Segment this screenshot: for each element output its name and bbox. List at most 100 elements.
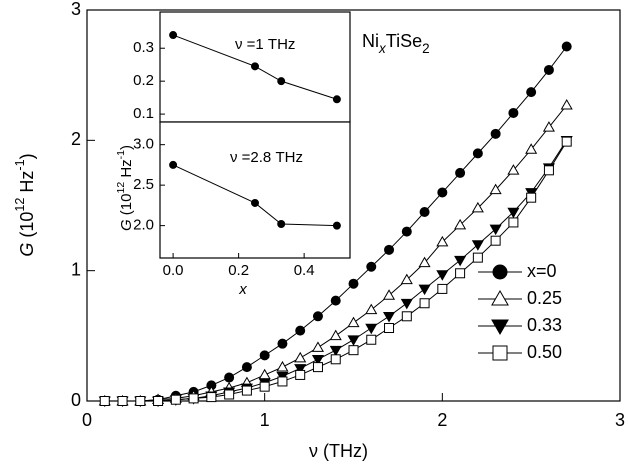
marker [329,329,342,341]
marker [295,369,306,380]
y-tick-label: 0.2 [133,72,154,89]
label-part: 12 [13,198,27,212]
marker [294,364,307,375]
label-part: ) [17,153,37,159]
marker [490,128,501,139]
x-tick-label: 3 [615,410,625,430]
annotation-part: Ni [362,31,379,51]
marker [454,218,467,230]
marker [401,311,412,322]
x-tick-label: 0.4 [294,262,315,279]
marker [348,345,359,356]
x-tick-label: 1 [260,410,270,430]
annotation: ν =1 THz [235,36,295,53]
marker [294,351,307,363]
marker [401,226,412,237]
plot-frame [159,121,351,259]
marker [526,192,537,203]
marker [560,98,573,110]
marker [437,283,448,294]
y-tick-label: 2.0 [133,217,154,234]
y-tick-label: 3.0 [133,136,154,153]
marker [561,41,572,52]
x-tick-label: 0 [82,410,92,430]
marker [135,396,146,406]
y-tick-label: 0 [71,390,81,410]
label-part: ) [118,145,135,150]
marker [471,201,484,213]
marker [437,187,448,198]
marker [224,372,235,383]
marker [366,261,377,272]
legend-label: 0.33 [527,315,562,335]
marker [169,31,178,40]
marker [418,284,431,296]
marker [251,62,259,71]
marker [241,362,252,373]
marker [330,295,341,306]
marker [347,335,360,346]
x-axis-label: ν (THz) [309,441,368,461]
marker [419,298,430,309]
marker [312,311,323,322]
marker [311,354,325,366]
marker [490,235,501,246]
marker [508,107,519,118]
marker [382,311,396,323]
label-part: (10 [118,194,135,220]
marker [277,220,286,228]
legend-label: 0.25 [527,288,562,308]
marker [526,87,537,98]
y-tick-label: 2 [71,129,81,149]
marker [330,354,341,365]
marker [311,341,325,352]
y-tick-label: 1 [71,259,81,279]
marker [117,396,128,406]
legend-label: x=0 [527,261,557,281]
y-tick-label: 2.5 [133,176,154,193]
marker [384,323,395,334]
label-part: -1 [115,150,127,159]
label-part: Hz [118,159,135,182]
label-part: -1 [13,159,27,170]
marker [491,289,509,306]
marker [276,360,289,372]
marker [543,165,554,176]
marker [277,77,286,86]
marker [508,217,519,228]
marker [454,255,467,267]
annotation: NixTiSe2 [362,31,430,56]
marker [312,362,323,373]
marker [436,270,449,281]
marker [489,224,502,236]
marker [170,394,181,405]
marker [419,207,430,218]
axis-label: G (1012 Hz-1) [13,153,36,256]
marker [295,325,306,336]
annotation-part: 2 [422,41,430,56]
marker [525,143,538,154]
marker [206,392,217,403]
axis-label: G (1012 Hz-1) [115,145,135,231]
marker [492,264,508,280]
marker [455,268,466,279]
marker [455,167,466,178]
series-line [172,164,337,227]
marker [400,273,413,285]
marker [332,95,341,104]
label-part: G [118,219,135,231]
label-part: G [17,243,37,257]
marker [366,334,377,345]
marker [188,393,199,404]
x-axis-label: x [238,281,247,298]
marker [365,303,378,315]
marker [224,389,235,400]
x-tick-label: 0.0 [163,262,184,279]
marker [384,244,395,255]
marker [436,235,449,247]
marker [332,221,341,230]
legend-label: 0.50 [527,342,562,362]
label-part: 12 [115,182,127,194]
marker [491,319,509,336]
marker [492,345,508,361]
